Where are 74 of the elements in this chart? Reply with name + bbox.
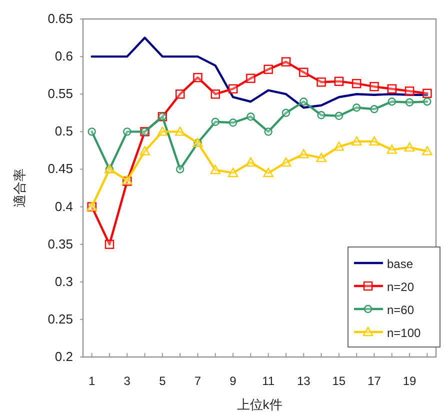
- point: [123, 128, 132, 136]
- x-tick-label: 7: [194, 374, 202, 388]
- point: [246, 157, 256, 167]
- y-axis-title: 適合率: [12, 168, 27, 208]
- point: [140, 146, 150, 156]
- point: [280, 157, 292, 167]
- x-tick-label: 3: [124, 374, 131, 388]
- y-tick-label: 0.45: [48, 161, 73, 176]
- point: [228, 84, 238, 94]
- x-axis-title: 上位k件: [236, 397, 282, 412]
- x-tick-label: 5: [159, 374, 166, 388]
- x-tick-label: 13: [296, 374, 311, 388]
- point: [228, 118, 238, 127]
- y-tick-label: 0.35: [48, 236, 73, 252]
- x-tick-label: 1: [88, 374, 96, 388]
- point: [352, 78, 362, 88]
- point: [281, 57, 291, 66]
- y-tick-label: 0.3: [54, 274, 73, 289]
- point: [388, 98, 396, 106]
- point: [174, 126, 186, 136]
- point: [352, 104, 361, 112]
- y-tick-label: 0.5: [54, 124, 73, 139]
- legend-label: n=100: [387, 326, 422, 340]
- y-tick-label: 0.6: [54, 48, 73, 64]
- x-tick-label: 17: [368, 374, 382, 388]
- point: [316, 152, 326, 162]
- point: [316, 77, 326, 87]
- point: [317, 111, 326, 120]
- point: [334, 112, 344, 120]
- point: [176, 165, 184, 174]
- point: [334, 76, 344, 86]
- point: [370, 105, 378, 114]
- point: [264, 64, 273, 74]
- legend-label: base: [387, 257, 414, 271]
- point: [370, 82, 379, 92]
- point: [246, 112, 255, 121]
- point: [104, 240, 114, 249]
- point: [88, 128, 96, 136]
- point: [351, 136, 362, 146]
- point: [263, 168, 274, 178]
- y-tick-label: 0.4: [54, 198, 73, 214]
- point: [334, 142, 344, 151]
- y-tick-label: 0.25: [48, 311, 73, 326]
- point: [298, 149, 309, 158]
- point: [246, 74, 256, 83]
- point: [282, 108, 290, 117]
- legend-label: n=60: [387, 303, 414, 317]
- point: [422, 146, 432, 156]
- point: [299, 68, 308, 77]
- y-tick-label: 0.65: [48, 11, 73, 26]
- x-tick-label: 15: [332, 374, 346, 388]
- point: [404, 86, 414, 96]
- point: [210, 90, 220, 99]
- point: [211, 118, 220, 126]
- x-tick-label: 19: [402, 374, 417, 388]
- y-tick-label: 0.2: [54, 349, 73, 364]
- point: [387, 84, 396, 94]
- y-tick-label: 0.55: [48, 86, 73, 102]
- x-tick-label: 11: [262, 374, 275, 388]
- point: [422, 88, 432, 98]
- point: [264, 128, 272, 136]
- x-tick-label: 9: [230, 374, 237, 388]
- point: [210, 164, 220, 174]
- point: [228, 168, 238, 178]
- point: [369, 136, 380, 146]
- point: [193, 72, 202, 82]
- point: [423, 98, 432, 106]
- point: [405, 98, 414, 106]
- point: [175, 90, 185, 99]
- point: [157, 126, 168, 136]
- point: [300, 98, 308, 106]
- legend-label: n=20: [387, 280, 414, 294]
- point: [386, 144, 397, 154]
- point: [404, 142, 415, 152]
